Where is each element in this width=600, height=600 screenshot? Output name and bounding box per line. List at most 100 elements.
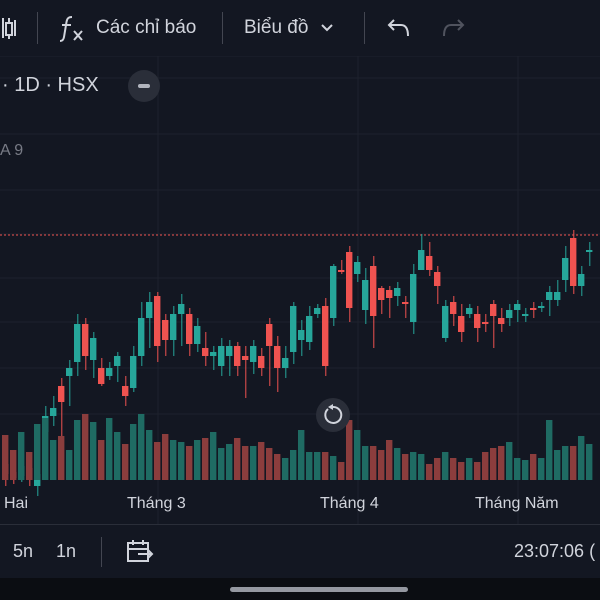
candle-body xyxy=(90,338,97,360)
volume-bar xyxy=(458,462,465,480)
candle-body xyxy=(554,292,561,300)
toolbar-divider xyxy=(364,12,365,44)
bottom-toolbar: 5n 1n 23:07:06 ( xyxy=(0,524,600,578)
candle-body xyxy=(66,368,73,376)
candle-body xyxy=(514,304,521,310)
chart-canvas[interactable]: Hai Tháng 3 Tháng 4 Tháng Năm xyxy=(0,56,600,524)
volume-bar xyxy=(218,448,225,480)
volume-bar xyxy=(202,438,209,480)
volume-bar xyxy=(178,442,185,480)
candle-body xyxy=(586,250,593,252)
volume-bar xyxy=(362,446,369,480)
x-axis-label: Tháng 3 xyxy=(127,495,186,512)
candle-body xyxy=(306,316,313,342)
volume-bar xyxy=(50,440,57,480)
volume-bar xyxy=(330,456,337,480)
volume-bar xyxy=(82,414,89,480)
candle-body xyxy=(442,306,449,338)
clock-time[interactable]: 23:07:06 ( xyxy=(514,541,596,561)
minus-icon xyxy=(138,84,150,88)
volume-bar xyxy=(554,450,561,480)
candle-body xyxy=(346,252,353,308)
volume-bar xyxy=(26,452,33,480)
chart-label: Biểu đồ xyxy=(244,17,309,38)
x-axis-label: Tháng 4 xyxy=(320,495,379,512)
volume-bar xyxy=(170,440,177,480)
volume-bar xyxy=(322,452,329,480)
toolbar-divider xyxy=(222,12,223,44)
volume-bar xyxy=(34,424,41,480)
redo-button[interactable] xyxy=(440,8,466,48)
candle-body xyxy=(434,272,441,286)
candle-body xyxy=(426,256,433,270)
candle-body xyxy=(250,346,257,362)
range-1y-button[interactable]: 1n xyxy=(56,541,77,561)
volume-bar xyxy=(530,454,537,480)
candle-body xyxy=(458,316,465,332)
candle-body xyxy=(522,314,529,316)
volume-bar xyxy=(514,458,521,480)
home-indicator-bar xyxy=(230,587,408,592)
volume-bar xyxy=(186,446,193,480)
volume-bar xyxy=(162,434,169,480)
candle-body xyxy=(314,308,321,314)
candle-body xyxy=(546,292,553,300)
candle-body xyxy=(218,346,225,366)
candle-body xyxy=(138,318,145,356)
volume-bar xyxy=(586,444,593,480)
collapse-legend-button[interactable] xyxy=(128,70,160,102)
volume-bar xyxy=(482,452,489,480)
volume-bar xyxy=(274,454,281,480)
symbol-info[interactable]: · 1D · HSX xyxy=(2,74,99,96)
candle-body xyxy=(362,280,369,310)
fx-icon xyxy=(59,16,83,42)
volume-bar xyxy=(258,442,265,480)
candle-body xyxy=(338,270,345,272)
candle-body xyxy=(482,322,489,324)
volume-bar xyxy=(338,462,345,480)
indicators-button[interactable]: Các chỉ báo xyxy=(58,8,196,48)
volume-bar xyxy=(234,438,241,480)
volume-bar xyxy=(298,430,305,480)
volume-bar xyxy=(130,424,137,480)
candle-body xyxy=(402,302,409,304)
volume-bar xyxy=(282,458,289,480)
volume-bar xyxy=(66,450,73,480)
chart-type-dropdown[interactable]: Biểu đồ xyxy=(244,8,334,48)
volume-legend: A 9 xyxy=(0,142,24,159)
volume-bar xyxy=(386,440,393,480)
candle-body xyxy=(386,290,393,298)
candle-body xyxy=(122,386,129,396)
candle-body xyxy=(82,324,89,356)
toolbar-divider xyxy=(37,12,38,44)
undo-button[interactable] xyxy=(386,8,412,48)
volume-bar xyxy=(450,458,457,480)
candle-body xyxy=(170,314,177,340)
candle-body xyxy=(114,356,121,366)
range-5y-button[interactable]: 5n xyxy=(13,541,34,561)
candle-body xyxy=(450,302,457,314)
volume-bar xyxy=(402,454,409,480)
calendar-goto-icon[interactable] xyxy=(126,539,154,565)
volume-bar xyxy=(570,446,577,480)
volume-bar xyxy=(122,444,129,480)
volume-bar xyxy=(490,448,497,480)
reset-chart-button[interactable] xyxy=(316,398,350,432)
undo-icon xyxy=(387,19,409,37)
candle-body xyxy=(74,324,81,362)
candle-body xyxy=(266,324,273,346)
volume-bar xyxy=(474,462,481,480)
candle-body xyxy=(466,308,473,314)
candle-body xyxy=(210,352,217,356)
candle-body xyxy=(538,306,545,308)
volume-bar xyxy=(42,418,49,480)
candles-button[interactable] xyxy=(0,8,20,48)
volume-bar xyxy=(314,452,321,480)
candle-body xyxy=(498,318,505,324)
price-chart[interactable]: Hai Tháng 3 Tháng 4 Tháng Năm xyxy=(0,56,600,524)
candle-body xyxy=(490,304,497,316)
volume-bar xyxy=(418,454,425,480)
volume-bar xyxy=(354,430,361,480)
top-toolbar: Các chỉ báo Biểu đồ xyxy=(0,0,600,56)
reset-icon xyxy=(324,404,343,424)
